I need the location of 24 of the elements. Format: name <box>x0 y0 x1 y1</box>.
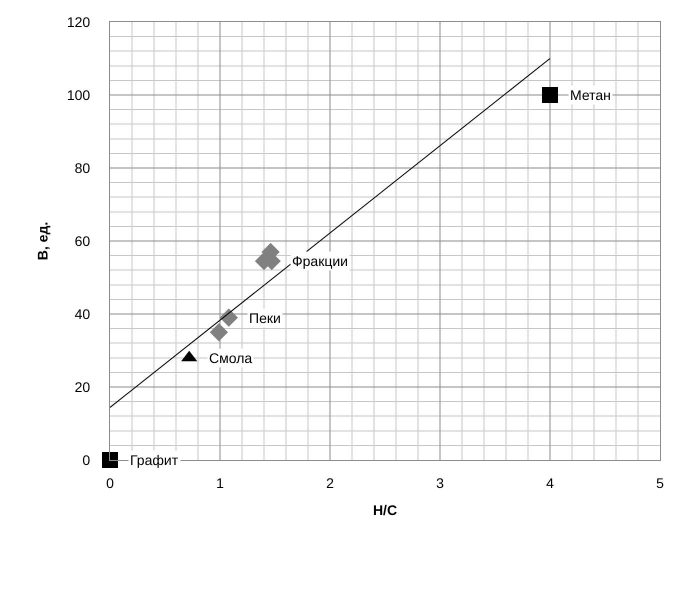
y-tick-label: 120 <box>66 14 90 30</box>
series-label: Метан <box>570 87 611 103</box>
x-tick-label: 3 <box>436 474 444 491</box>
y-tick-label: 0 <box>82 452 90 468</box>
series-label: Смола <box>209 350 252 366</box>
series-label: Графит <box>130 452 179 468</box>
point <box>102 452 118 468</box>
x-tick-label: 1 <box>216 474 224 491</box>
y-tick-label: 40 <box>74 306 90 322</box>
y-tick-label: 100 <box>66 86 90 103</box>
x-axis-title: Н/С <box>372 502 398 518</box>
point <box>210 323 228 342</box>
y-tick-label: 80 <box>74 160 90 176</box>
y-axis-title: В, ед. <box>34 222 50 260</box>
x-tick-label: 2 <box>326 474 334 491</box>
y-tick-label: 20 <box>74 378 90 395</box>
x-tick-label: 5 <box>656 474 664 491</box>
x-tick-label: 0 <box>106 474 114 491</box>
point <box>220 308 238 327</box>
y-tick-label: 60 <box>74 232 90 249</box>
series-label: Фракции <box>292 253 348 269</box>
x-tick-label: 4 <box>546 474 554 491</box>
point <box>542 87 558 103</box>
series-label: Пеки <box>249 310 281 326</box>
